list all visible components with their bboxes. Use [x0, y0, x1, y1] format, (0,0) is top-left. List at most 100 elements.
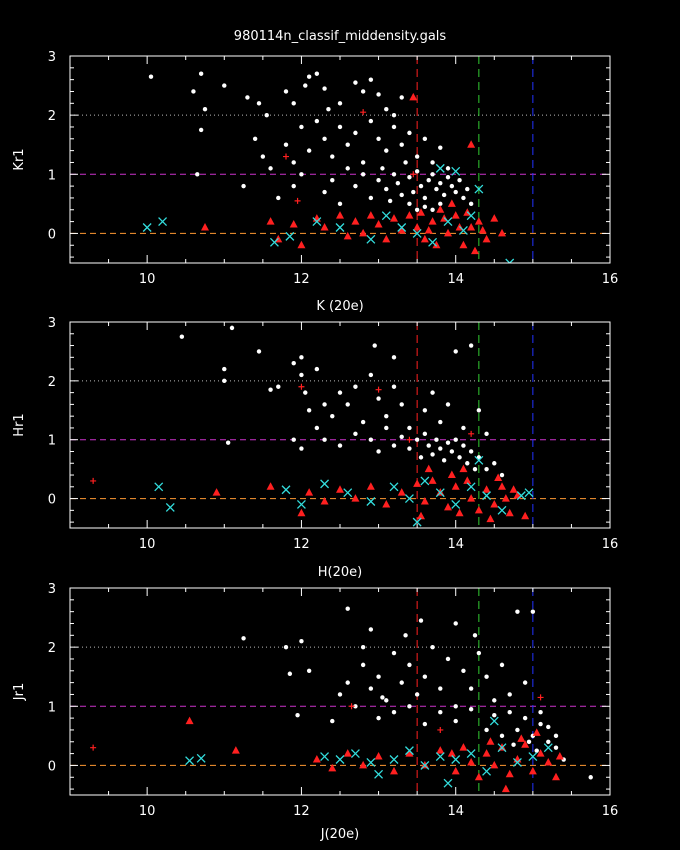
point-white-dot: [414, 154, 420, 159]
point-white-dot: [407, 130, 412, 136]
point-white-dot: [368, 77, 374, 82]
point-white-dot: [291, 183, 296, 189]
point-white-dot: [407, 425, 412, 431]
point-white-dot: [345, 606, 350, 611]
point-white-dot: [507, 710, 512, 715]
point-white-dot: [468, 707, 474, 712]
point-white-dot: [384, 107, 389, 112]
point-white-dot: [465, 186, 470, 192]
point-white-dot: [222, 378, 227, 384]
point-white-dot: [291, 437, 296, 442]
point-cyan-cross: [443, 217, 453, 227]
point-white-dot: [376, 449, 381, 454]
point-red-triangle: [336, 485, 344, 493]
point-white-dot: [399, 192, 404, 198]
point-white-dot: [438, 145, 443, 150]
point-white-dot: [522, 715, 528, 721]
point-white-dot: [306, 148, 312, 153]
point-white-dot: [303, 390, 308, 395]
point-red-triangle: [467, 494, 476, 502]
point-white-dot: [407, 704, 412, 709]
point-cyan-cross: [524, 488, 534, 498]
point-red-plus: [348, 703, 355, 710]
point-red-triangle: [359, 760, 368, 769]
point-cyan-cross: [466, 211, 476, 221]
point-white-dot: [553, 733, 559, 739]
point-cyan-cross: [482, 766, 492, 776]
point-white-dot: [461, 425, 466, 431]
point-red-triangle: [343, 231, 352, 240]
point-red-triangle: [343, 749, 352, 757]
point-white-dot: [322, 189, 327, 195]
point-cyan-cross: [528, 752, 538, 762]
point-white-dot: [468, 686, 474, 691]
point-white-dot: [441, 192, 447, 198]
point-white-dot: [264, 112, 269, 118]
point-red-triangle: [455, 508, 464, 517]
point-red-triangle: [374, 752, 383, 760]
point-white-dot: [476, 650, 482, 656]
point-red-triangle: [494, 473, 503, 481]
point-cyan-cross: [451, 166, 461, 176]
point-red-triangle: [463, 476, 472, 484]
point-white-dot: [399, 434, 404, 439]
point-cyan-cross: [389, 482, 399, 492]
point-white-dot: [337, 692, 343, 697]
point-white-dot: [422, 674, 428, 679]
point-cyan-cross: [443, 778, 453, 788]
point-red-triangle: [482, 234, 491, 243]
point-red-triangle: [532, 728, 541, 736]
x-tick-label: 14: [447, 272, 464, 287]
point-cyan-cross: [281, 485, 291, 495]
point-red-triangle: [231, 746, 240, 754]
point-cyan-cross: [489, 716, 499, 726]
x-tick-label: 16: [602, 272, 619, 287]
point-white-dot: [449, 449, 455, 454]
point-red-triangle: [490, 499, 499, 508]
point-white-dot: [403, 160, 408, 165]
point-white-dot: [445, 440, 451, 445]
point-red-triangle: [509, 485, 518, 493]
point-red-triangle: [420, 234, 429, 243]
point-white-dot: [276, 195, 281, 201]
point-red-triangle: [390, 766, 398, 775]
point-white-dot: [422, 408, 428, 413]
point-red-triangle: [467, 757, 476, 766]
chart-title: 980114n_classif_middensity.gals: [234, 29, 447, 44]
point-red-triangle: [474, 505, 483, 514]
point-white-dot: [422, 195, 428, 201]
point-red-triangle: [444, 228, 452, 237]
point-cyan-cross: [335, 223, 345, 232]
point-red-triangle: [428, 476, 437, 484]
point-white-dot: [445, 166, 451, 171]
point-red-triangle: [471, 246, 479, 255]
point-white-dot: [268, 166, 273, 171]
point-white-dot: [368, 118, 374, 124]
point-red-triangle: [552, 772, 560, 781]
point-white-dot: [418, 455, 424, 460]
x-axis-label: H(20e): [318, 565, 362, 580]
point-white-dot: [299, 124, 304, 130]
point-red-plus: [283, 153, 289, 160]
point-cyan-cross: [296, 499, 306, 509]
point-red-plus: [406, 436, 413, 443]
point-cyan-cross: [343, 488, 353, 498]
point-white-dot: [391, 124, 397, 130]
y-tick-label: 0: [48, 759, 56, 774]
point-white-dot: [276, 384, 281, 389]
point-white-dot: [445, 402, 451, 407]
point-white-dot: [245, 95, 250, 100]
point-red-triangle: [297, 240, 306, 249]
point-white-dot: [384, 148, 389, 153]
point-white-dot: [553, 745, 559, 750]
points: [90, 325, 534, 527]
point-white-dot: [322, 86, 327, 91]
point-white-dot: [322, 437, 327, 442]
point-white-dot: [484, 674, 489, 679]
point-white-dot: [376, 178, 381, 183]
point-white-dot: [407, 446, 412, 451]
point-cyan-cross: [389, 755, 399, 764]
x-axis-label: K (20e): [316, 299, 363, 314]
point-white-dot: [337, 124, 343, 130]
